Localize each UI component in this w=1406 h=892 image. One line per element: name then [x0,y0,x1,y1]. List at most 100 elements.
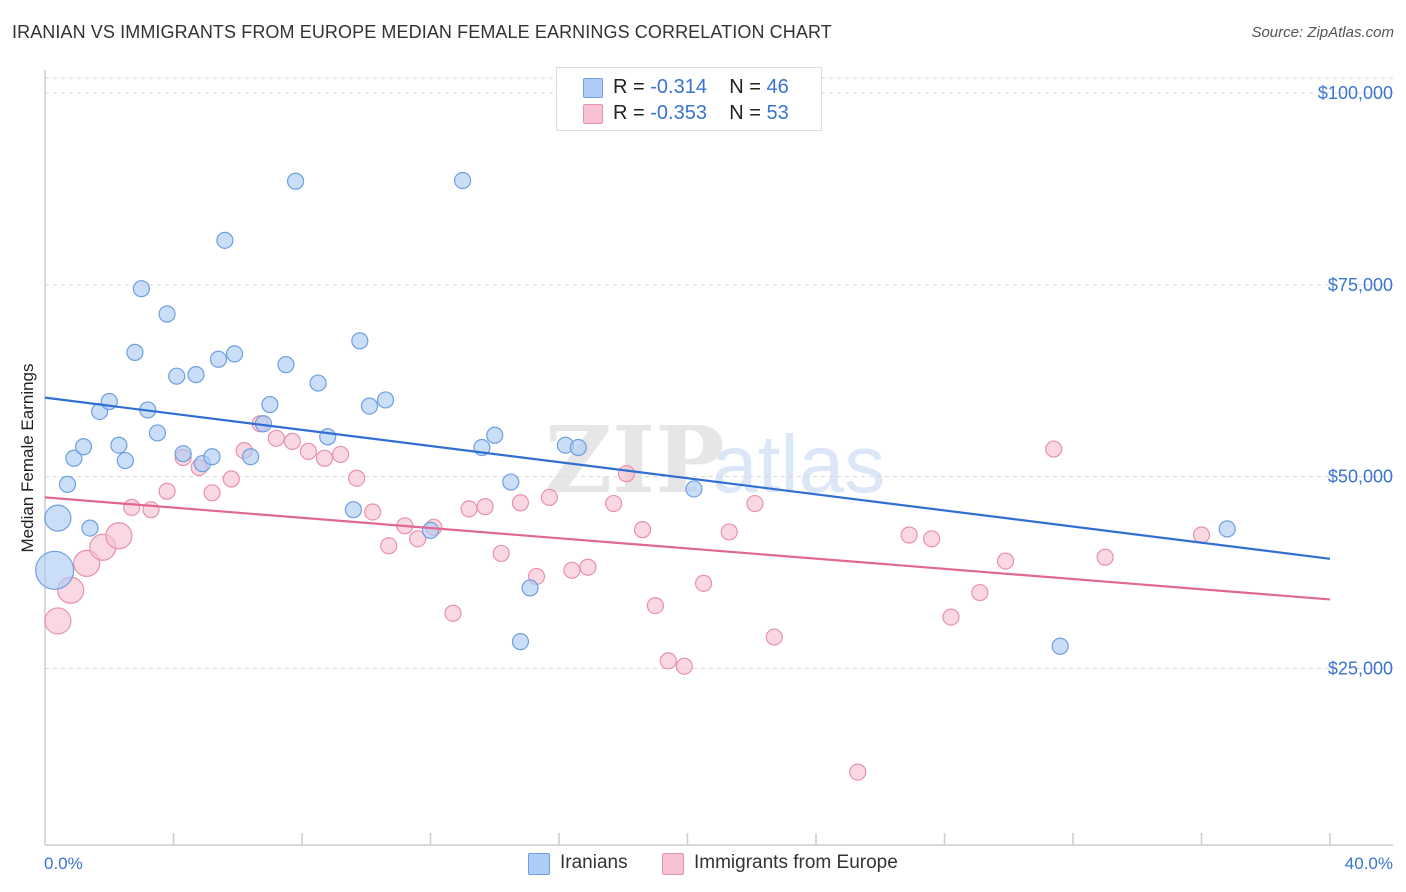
europe-point [900,526,918,544]
legend-swatch-pink [583,104,603,124]
europe-point [765,628,783,646]
europe-point [222,470,240,488]
iranian-point [116,451,134,470]
europe-point [1045,440,1063,458]
europe-point [971,583,989,602]
iranian-point [309,374,327,392]
europe-point [646,596,664,615]
axis-layer [44,70,1393,846]
iranian-point [81,519,99,537]
iranian-point [421,521,440,539]
europe-point [849,763,867,781]
iranian-point [242,448,260,466]
iranian-point [360,397,379,415]
grid-layer [45,77,1393,845]
europe-point [579,558,597,576]
chart-title: IRANIAN VS IMMIGRANTS FROM EUROPE MEDIAN… [12,22,832,42]
europe-point [364,503,382,521]
iranian-point [158,305,176,323]
y-axis-title: Median Female Earnings [18,364,37,553]
europe-point [460,500,478,518]
europe-point [315,449,334,467]
source-label: Source: ZipAtlas.com [1251,24,1394,41]
europe-point [605,494,623,513]
y-tick-label: $25,000 [1328,659,1393,679]
iranian-point [685,480,703,498]
iranian-point [351,332,369,350]
iranian-point [261,395,279,414]
europe-point [923,530,941,548]
iranian-point [521,579,539,597]
iranian-point [203,448,221,466]
x-tick-max: 40.0% [1345,854,1393,873]
europe-point [996,552,1015,570]
europe-point [283,432,301,450]
europe-point [563,561,581,579]
europe-point [617,465,636,483]
iranian-point [454,171,472,190]
iranian-point [44,504,72,532]
iranian-point [74,438,93,456]
legend-n-label-2: N = [729,102,761,124]
iranian-point [187,366,205,384]
europe-point [105,522,133,550]
iranian-point [502,473,520,491]
legend-label-iranians: Iranians [560,852,628,873]
iranian-point [225,345,244,363]
legend-swatch-iranians [528,853,550,875]
europe-point [675,657,693,675]
y-tick-label: $100,000 [1318,83,1393,103]
europe-point [409,530,427,548]
iranian-point [174,445,192,463]
europe-point [492,544,510,563]
iranian-point [168,367,186,385]
iranian-point [486,426,504,444]
iranian-point [209,350,228,368]
europe-point [1096,548,1114,566]
trend-layer [44,396,1331,601]
europe-point [123,498,141,516]
legend-n-value-2: 53 [766,102,789,124]
europe-trend-line [44,496,1331,601]
europe-point [444,604,462,622]
iranian-point [344,501,362,519]
iranian-point [1051,637,1069,655]
iranian-point [277,356,295,374]
europe-point [348,469,366,487]
europe-point [267,429,285,447]
europe-point [694,574,713,592]
iranian-point [110,436,128,454]
iranian-point [286,172,305,190]
iranian-point [1218,520,1236,538]
europe-point [158,482,176,500]
europe-point [633,521,652,539]
legend-r-value-1: -0.314 [650,76,707,98]
x-tick-min: 0.0% [44,854,83,873]
iranian-point [132,280,150,298]
legend-r-label-2: R = [613,102,645,124]
stats-legend: R = -0.314 N = 46 R = -0.353 N = 53 [556,67,822,131]
iranian-point [148,424,167,442]
europe-point [380,537,398,555]
watermark-zip: ZIP [545,406,724,514]
europe-point [142,501,160,519]
iranian-point [58,475,77,493]
legend-n-value-1: 46 [766,76,789,98]
iranian-point [65,449,83,467]
europe-point [540,488,558,507]
legend-label-europe: Immigrants from Europe [694,852,898,873]
europe-point [331,445,350,464]
iranian-point [126,343,144,361]
y-tick-labels: $25,000 $50,000 $75,000 $100,000 [1318,83,1393,678]
iranian-trend-line [44,396,1331,560]
europe-point [44,607,72,635]
iranian-point [319,428,337,446]
iranian-point [569,438,587,457]
legend-swatch-blue [583,78,603,98]
iranian-point [511,633,530,651]
legend-swatch-europe [662,853,684,875]
europe-point [476,498,494,516]
watermark-atlas: atlas [712,419,885,510]
iranian-point [216,231,234,249]
